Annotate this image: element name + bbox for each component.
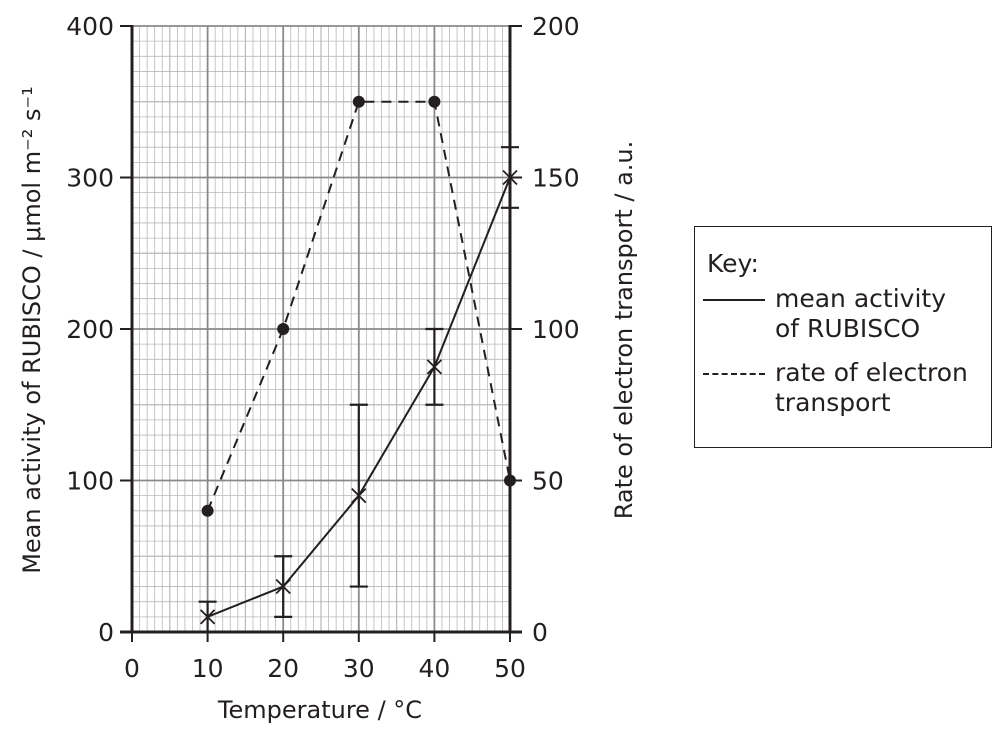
x-tick-label: 30 bbox=[343, 654, 375, 683]
cross-marker-stroke bbox=[351, 488, 367, 504]
data-point-rate-of-electron-transport bbox=[352, 95, 365, 108]
y-left-tick-label: 400 bbox=[66, 12, 114, 41]
data-point-rate-of-electron-transport bbox=[504, 474, 516, 487]
cross-marker-stroke bbox=[199, 609, 216, 625]
data-point-rate-of-electron-transport bbox=[201, 504, 214, 517]
legend-solid-line-swatch bbox=[703, 299, 765, 301]
x-tick-label: 10 bbox=[192, 654, 224, 683]
data-point-mean-activity-of-rubisco bbox=[275, 578, 291, 595]
x-tick-label: 40 bbox=[418, 654, 450, 683]
y-left-tick-label: 100 bbox=[66, 467, 114, 496]
y-axis-left-title: Mean activity of RUBISCO / μmol m⁻² s⁻¹ bbox=[18, 86, 46, 574]
legend-dashed-line-swatch bbox=[703, 373, 765, 375]
x-tick-label: 0 bbox=[124, 654, 140, 683]
data-point-mean-activity-of-rubisco bbox=[351, 488, 367, 504]
data-point-mean-activity-of-rubisco bbox=[199, 609, 216, 625]
x-tick-label: 50 bbox=[494, 654, 526, 683]
y-right-tick-label: 0 bbox=[532, 618, 548, 647]
cross-marker-stroke bbox=[275, 578, 291, 595]
legend-label-electron-transport: rate of electron transport bbox=[775, 358, 992, 418]
legend: Key: mean activity of RUBISCO rate of el… bbox=[694, 226, 992, 448]
data-point-rate-of-electron-transport bbox=[277, 323, 290, 335]
y-left-tick-label: 0 bbox=[98, 618, 114, 647]
y-right-tick-label: 100 bbox=[532, 315, 580, 344]
x-axis-title: Temperature / °C bbox=[217, 696, 422, 724]
y-axis-right-title: Rate of electron transport / a.u. bbox=[610, 141, 638, 520]
data-point-rate-of-electron-transport bbox=[428, 95, 441, 108]
y-left-tick-label: 300 bbox=[66, 164, 114, 193]
x-tick-label: 20 bbox=[267, 654, 299, 683]
cross-marker-stroke bbox=[502, 169, 518, 186]
legend-title: Key: bbox=[707, 249, 759, 278]
legend-label-rubisco: mean activity of RUBISCO bbox=[775, 284, 992, 344]
legend-label-electron-line1: rate of electron bbox=[775, 358, 968, 387]
y-left-tick-label: 200 bbox=[66, 315, 114, 344]
cross-marker-stroke bbox=[426, 359, 443, 375]
legend-label-electron-line2: transport bbox=[775, 388, 891, 417]
data-point-mean-activity-of-rubisco bbox=[502, 169, 518, 186]
legend-label-rubisco-line1: mean activity bbox=[775, 284, 946, 313]
y-right-tick-label: 150 bbox=[532, 164, 580, 193]
series-layer bbox=[198, 95, 519, 634]
data-point-mean-activity-of-rubisco bbox=[426, 359, 443, 375]
legend-label-rubisco-line2: of RUBISCO bbox=[775, 314, 921, 343]
y-right-tick-label: 200 bbox=[532, 12, 580, 41]
y-right-tick-label: 50 bbox=[532, 467, 564, 496]
axes bbox=[120, 25, 522, 642]
